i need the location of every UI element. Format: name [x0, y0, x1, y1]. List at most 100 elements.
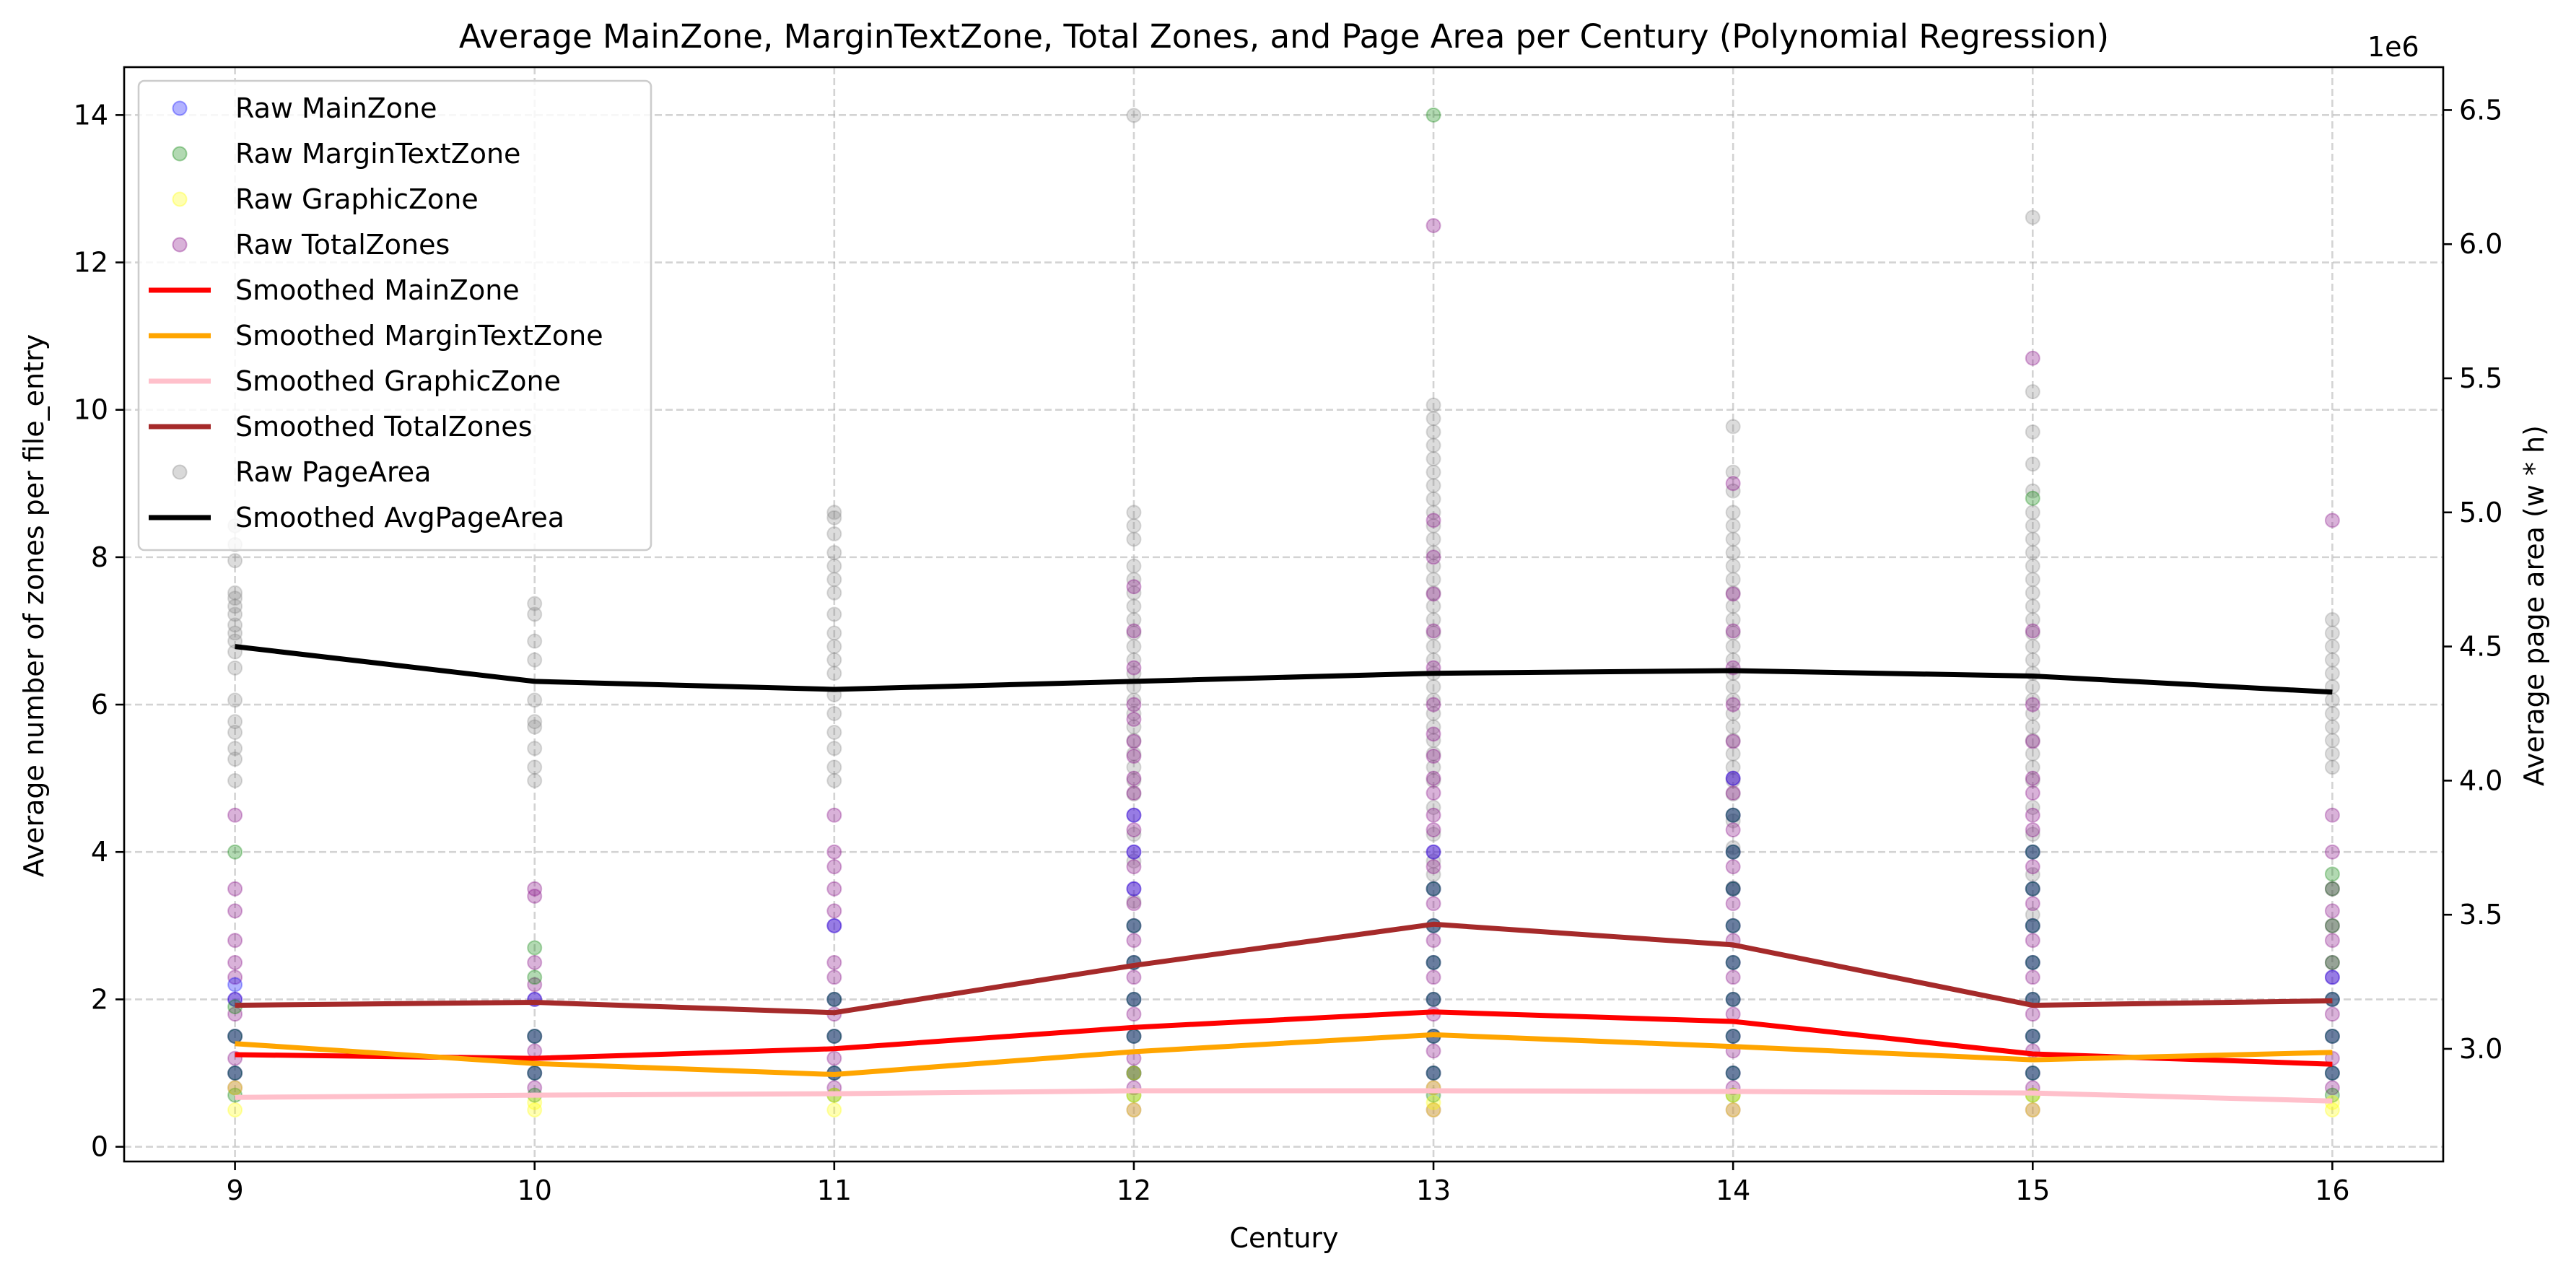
raw-pagearea-point	[1725, 813, 1741, 829]
raw-totalzones-point	[1425, 991, 1441, 1007]
smoothed-lines-layer	[235, 644, 2333, 1104]
raw-totalzones-point	[227, 1080, 243, 1096]
raw-pagearea-point	[826, 545, 842, 561]
raw-totalzones-point	[227, 881, 243, 897]
raw-totalzones-point	[1425, 844, 1441, 860]
raw-pagearea-point	[1425, 827, 1441, 842]
raw-mainzone-point	[2025, 881, 2040, 897]
raw-totalzones-point	[1425, 770, 1441, 786]
legend-marker-raw-mainzone	[172, 100, 188, 116]
raw-totalzones-point	[1425, 859, 1441, 875]
raw-mainzone-point	[1126, 991, 1142, 1007]
raw-totalzones-point	[2025, 918, 2040, 933]
raw-pagearea-point	[2025, 558, 2040, 574]
raw-margintextzone-point	[1725, 918, 1741, 933]
raw-pagearea-point	[1425, 411, 1441, 427]
raw-pagearea-point	[1725, 786, 1741, 802]
raw-pagearea-point	[1126, 611, 1142, 627]
raw-totalzones-point	[1126, 697, 1142, 712]
raw-totalzones-point	[1126, 933, 1142, 949]
raw-margintextzone-point	[1725, 807, 1741, 823]
raw-totalzones-point	[1126, 733, 1142, 749]
raw-totalzones-point	[1425, 969, 1441, 985]
raw-graphiczone-point	[527, 1094, 543, 1110]
raw-totalzones-point	[1425, 549, 1441, 565]
raw-totalzones-point	[2025, 933, 2040, 949]
raw-totalzones-point	[227, 969, 243, 985]
raw-totalzones-point	[1725, 859, 1741, 875]
raw-totalzones-point	[1425, 586, 1441, 602]
raw-margintextzone-point	[227, 844, 243, 860]
raw-totalzones-point	[227, 807, 243, 823]
raw-totalzones-point	[1126, 822, 1142, 838]
raw-totalzones-point	[2025, 623, 2040, 639]
raw-pagearea-point	[826, 510, 842, 526]
raw-totalzones-point	[2025, 859, 2040, 875]
raw-totalzones-point	[826, 969, 842, 985]
raw-margintextzone-point	[826, 1028, 842, 1044]
right-axis-offset-label: 1e6	[2367, 31, 2419, 63]
raw-totalzones-point	[1126, 844, 1142, 860]
chart-title: Average MainZone, MarginTextZone, Total …	[459, 17, 2109, 56]
raw-pagearea-point	[227, 772, 243, 788]
x-axis-label: Century	[1229, 1222, 1338, 1254]
legend-marker-raw-pagearea	[172, 464, 188, 480]
raw-totalzones-point	[1126, 770, 1142, 786]
raw-pagearea-point	[1725, 652, 1741, 668]
raw-pagearea-point	[527, 772, 543, 788]
raw-totalzones-point	[1425, 933, 1441, 949]
raw-pagearea-point	[1126, 772, 1142, 788]
raw-totalzones-point	[1126, 1065, 1142, 1081]
raw-pagearea-point	[1425, 853, 1441, 869]
raw-mainzone-point	[227, 1065, 243, 1081]
raw-pagearea-point	[227, 606, 243, 622]
raw-pagearea-point	[1425, 719, 1441, 735]
raw-totalzones-point	[1725, 881, 1741, 897]
raw-totalzones-point	[2025, 969, 2040, 985]
raw-pagearea-point	[1725, 558, 1741, 574]
raw-margintextzone-point	[1425, 881, 1441, 897]
y-right-tick-label: 6.0	[2459, 228, 2502, 260]
raw-pagearea-point	[2025, 733, 2040, 749]
smoothed-totalzones-line	[235, 921, 2333, 1016]
raw-pagearea-point	[2025, 545, 2040, 561]
raw-mainzone-point	[1126, 881, 1142, 897]
raw-pagearea-point	[2025, 800, 2040, 816]
raw-pagearea-point	[227, 724, 243, 740]
raw-totalzones-point	[826, 1028, 842, 1044]
raw-totalzones-point	[527, 1065, 543, 1081]
raw-graphiczone-point	[1425, 1094, 1441, 1110]
raw-pagearea-point	[1126, 518, 1142, 533]
raw-pagearea-point	[1126, 692, 1142, 708]
raw-pagearea-point	[227, 714, 243, 730]
raw-pagearea-point	[1725, 419, 1741, 435]
raw-pagearea-point	[1725, 840, 1741, 855]
raw-mainzone-point	[2324, 1028, 2340, 1044]
raw-totalzones-point	[1725, 969, 1741, 985]
raw-pagearea-point	[1725, 585, 1741, 601]
raw-pagearea-point	[1725, 572, 1741, 588]
raw-mainzone-point	[1126, 918, 1142, 933]
smoothed-margintextzone-line	[235, 1032, 2333, 1077]
raw-pagearea-point	[1725, 625, 1741, 641]
raw-totalzones-point	[1725, 822, 1741, 838]
legend-box	[137, 79, 652, 552]
raw-pagearea-point	[1126, 558, 1142, 574]
raw-totalzones-point	[826, 1050, 842, 1066]
raw-pagearea-point	[1425, 866, 1441, 882]
raw-pagearea-point	[1725, 705, 1741, 721]
raw-pagearea-point	[227, 590, 243, 606]
raw-margintextzone-point	[1126, 991, 1142, 1007]
y-right-tick-label: 4.0	[2459, 764, 2502, 796]
raw-totalzones-point	[826, 918, 842, 933]
raw-margintextzone-point	[1126, 1065, 1142, 1081]
raw-pagearea-point	[826, 526, 842, 542]
x-tick-label: 11	[817, 1174, 852, 1206]
raw-totalzones-point	[2025, 785, 2040, 801]
raw-totalzones-point	[1725, 954, 1741, 970]
raw-totalzones-point	[826, 954, 842, 970]
raw-totalzones-point	[1126, 660, 1142, 676]
y-axis-left-label: Average number of zones per file_entry	[18, 334, 50, 877]
raw-pagearea-point	[2324, 692, 2340, 708]
raw-totalzones-point	[826, 807, 842, 823]
